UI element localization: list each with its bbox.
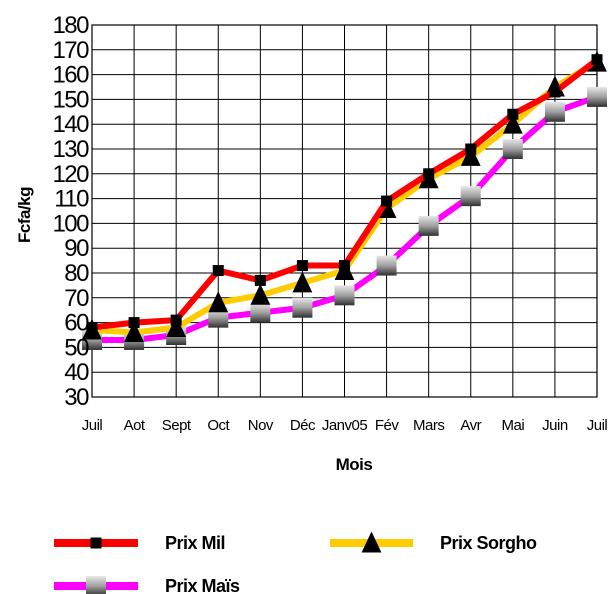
y-tick-label: 40 — [64, 359, 89, 386]
x-tick-label: Janv05 — [322, 417, 368, 434]
y-tick-labels: 3040506070809010011012013014015016017018… — [52, 12, 90, 411]
y-tick-label: 80 — [64, 260, 89, 287]
marker-triangle — [124, 321, 144, 342]
x-tick-label: Juil — [82, 417, 103, 434]
legend-item: Prix Sorgho — [330, 531, 538, 553]
marker-gradient-square — [502, 139, 523, 159]
y-tick-label: 180 — [52, 12, 89, 39]
legend-item: Prix Maïs — [54, 576, 241, 594]
x-tick-label: Mars — [413, 417, 444, 434]
legend-item: Prix Mil — [54, 533, 226, 553]
marker-square — [170, 314, 182, 326]
marker-triangle — [361, 531, 382, 553]
series-0 — [86, 54, 603, 334]
marker-triangle — [166, 316, 187, 338]
marker-square — [591, 54, 603, 66]
x-tick-label: Sept — [162, 417, 192, 434]
marker-square — [423, 168, 435, 180]
marker-square — [212, 265, 224, 277]
marker-triangle — [502, 112, 523, 134]
marker-gradient-square — [334, 285, 355, 306]
plot-grid — [91, 24, 598, 398]
x-axis-title: Mois — [336, 455, 373, 474]
y-tick-label: 70 — [64, 285, 89, 312]
y-tick-label: 60 — [64, 310, 89, 337]
marker-gradient-square — [292, 297, 313, 318]
marker-square — [507, 108, 519, 120]
marker-triangle — [250, 283, 271, 305]
y-tick-label: 90 — [64, 235, 89, 262]
marker-gradient-square — [376, 255, 397, 276]
x-tick-label: Oct — [207, 417, 230, 434]
marker-square — [296, 260, 308, 272]
y-tick-label: 120 — [52, 161, 89, 188]
marker-square — [465, 143, 477, 155]
marker-gradient-square — [587, 86, 607, 107]
y-tick-label: 100 — [52, 210, 89, 237]
marker-square — [128, 317, 140, 329]
y-tick-label: 170 — [52, 37, 89, 64]
y-tick-label: 160 — [52, 62, 89, 89]
marker-gradient-square — [208, 307, 229, 328]
x-tick-label: Mai — [501, 417, 524, 434]
y-tick-label: 150 — [52, 86, 89, 113]
x-tick-label: Juil — [587, 417, 608, 434]
marker-triangle — [208, 291, 229, 313]
x-tick-label: Avr — [460, 417, 481, 434]
series-layer — [82, 50, 607, 350]
x-tick-label: Fév — [375, 417, 400, 434]
x-tick-labels: Juil Aot Sept Oct Nov Déc Janv05 Fév Mars Avr Mai J… — [82, 417, 608, 434]
marker-gradient-square — [544, 101, 565, 122]
x-tick-label: Nov — [248, 417, 274, 434]
plot-frame — [91, 24, 598, 398]
marker-square — [86, 322, 98, 334]
y-tick-label: 130 — [52, 136, 89, 163]
marker-square — [339, 260, 350, 272]
x-tick-label: Juin — [542, 417, 568, 434]
marker-gradient-square — [460, 186, 481, 207]
x-tick-label: Aot — [124, 417, 146, 434]
legend-label: Prix Mil — [165, 533, 225, 553]
marker-square — [90, 537, 102, 549]
y-axis-title: Fcfa/kg — [15, 187, 34, 243]
marker-triangle — [292, 271, 313, 293]
marker-triangle — [460, 144, 481, 166]
x-tick-label: Déc — [290, 417, 316, 434]
y-tick-label: 110 — [54, 186, 89, 213]
marker-square — [549, 86, 561, 98]
marker-gradient-square — [250, 302, 271, 323]
marker-gradient-square — [418, 215, 439, 236]
y-tick-label: 140 — [52, 111, 89, 138]
y-tick-label: 50 — [64, 334, 89, 361]
marker-gradient-square — [86, 576, 106, 594]
legend-label: Prix Sorgho — [440, 533, 537, 553]
legend-label: Prix Maïs — [165, 576, 240, 594]
legend: Prix Mil Prix Sorgho Prix Maïs — [54, 531, 538, 594]
marker-square — [381, 195, 393, 207]
y-tick-label: 30 — [64, 384, 89, 411]
marker-square — [254, 274, 266, 286]
